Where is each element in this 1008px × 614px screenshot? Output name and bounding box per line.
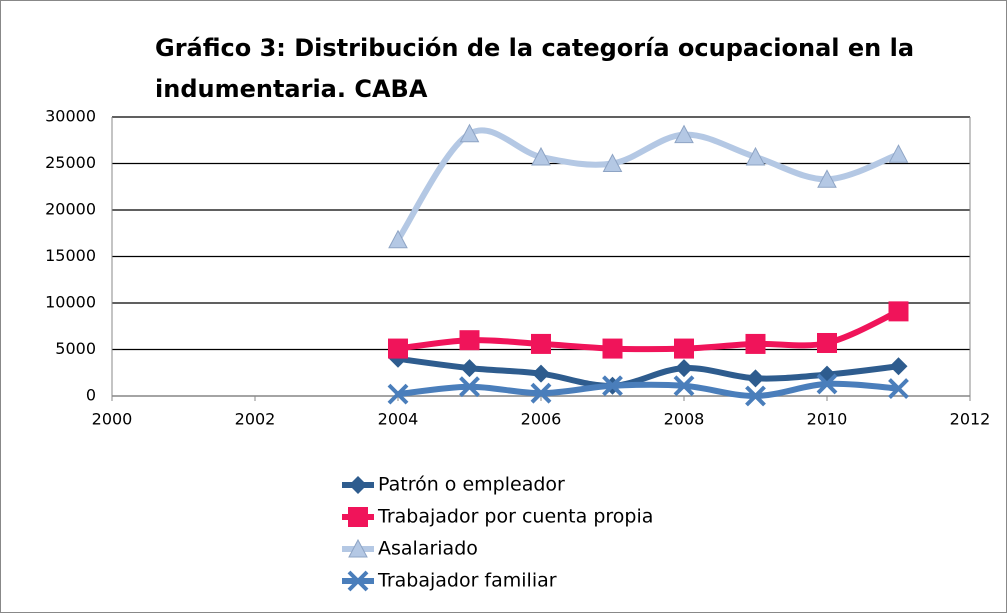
- marker: [675, 359, 693, 378]
- marker: [388, 338, 408, 359]
- marker: [531, 333, 551, 354]
- series-line: [397, 380, 899, 400]
- chart-title: Gráfico 3: Distribución de la categoría …: [155, 34, 914, 62]
- y-tick-label: 10000: [45, 293, 96, 312]
- legend-label: Trabajador por cuenta propia: [377, 506, 653, 528]
- marker: [888, 144, 909, 163]
- legend-label: Patrón o empleador: [378, 474, 565, 496]
- x-tick-label: 2002: [235, 410, 276, 429]
- y-tick-label: 25000: [45, 153, 96, 172]
- marker: [745, 333, 766, 354]
- marker: [745, 385, 766, 407]
- y-tick-label: 20000: [45, 200, 96, 219]
- marker: [460, 359, 479, 378]
- marker: [530, 382, 552, 404]
- marker: [889, 357, 908, 376]
- marker: [888, 378, 909, 399]
- marker: [674, 124, 694, 144]
- y-tick-label: 5000: [55, 339, 96, 358]
- legend-label: Trabajador familiar: [377, 570, 557, 592]
- x-tick-label: 2008: [664, 410, 705, 429]
- x-tick-label: 2012: [950, 410, 991, 429]
- marker: [347, 570, 369, 592]
- y-tick-label: 0: [86, 386, 96, 405]
- marker: [388, 229, 408, 249]
- marker: [532, 364, 550, 383]
- legend-label: Asalariado: [378, 538, 478, 560]
- marker: [602, 338, 623, 359]
- x-tick-label: 2000: [92, 410, 133, 429]
- marker: [817, 332, 837, 353]
- marker: [348, 538, 368, 558]
- x-tick-label: 2004: [378, 410, 419, 429]
- marker: [459, 123, 480, 143]
- y-tick-label: 30000: [45, 107, 96, 126]
- marker: [387, 383, 409, 405]
- marker: [817, 169, 837, 188]
- marker: [349, 476, 367, 494]
- marker: [602, 375, 623, 397]
- marker: [745, 146, 766, 166]
- y-tick-label: 15000: [45, 246, 96, 265]
- marker: [459, 330, 480, 351]
- marker: [459, 376, 480, 398]
- marker: [746, 369, 765, 388]
- marker: [602, 153, 623, 172]
- marker: [888, 301, 909, 322]
- marker: [673, 375, 695, 397]
- chart-title: indumentaria. CABA: [155, 75, 428, 103]
- marker: [531, 146, 551, 166]
- x-tick-label: 2010: [807, 410, 848, 429]
- x-tick-label: 2006: [521, 410, 562, 429]
- marker: [816, 373, 838, 395]
- marker: [674, 338, 694, 359]
- marker: [348, 507, 368, 527]
